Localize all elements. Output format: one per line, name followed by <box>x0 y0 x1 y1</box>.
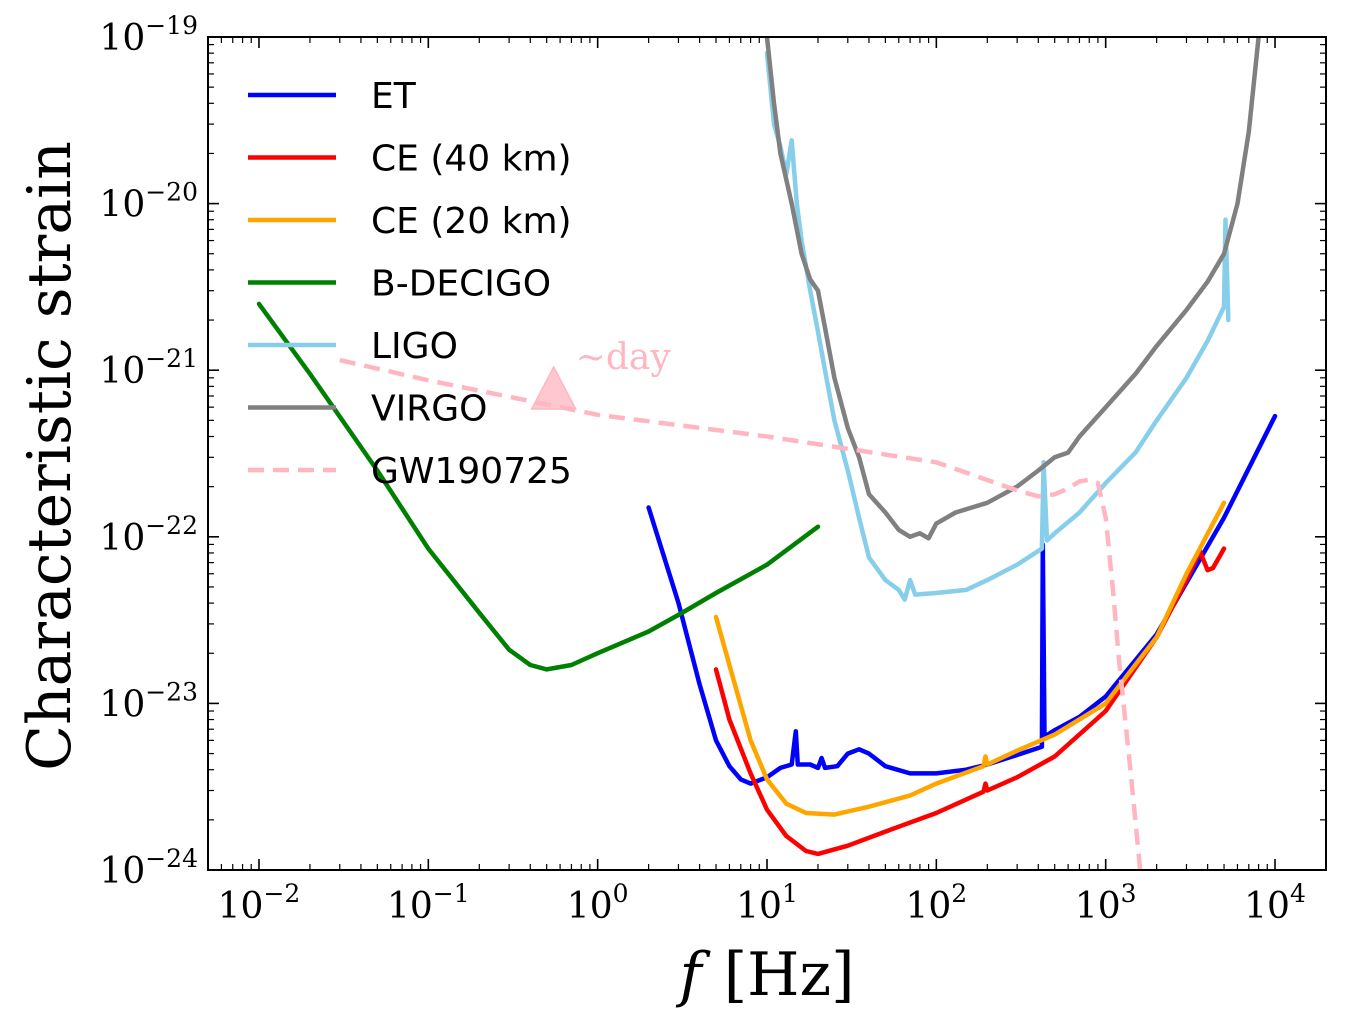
series-line-virgo <box>764 37 1261 541</box>
x-tick-label: 102 <box>905 879 967 927</box>
x-tick-label: 103 <box>1075 879 1137 927</box>
legend: ET CE (40 km) CE (20 km) B-DECIGO LIGO VIRGO G… <box>248 76 572 492</box>
x-tick-label: 101 <box>736 879 798 927</box>
legend-label: ET <box>371 76 417 117</box>
axis-labels: f [Hz] Characteristic strain <box>15 141 854 1010</box>
series-line-b-decigo <box>256 301 821 672</box>
annotation-label: ~day <box>576 337 672 378</box>
y-tick-label: 10−23 <box>99 677 198 725</box>
x-tick-label: 100 <box>567 879 629 927</box>
series-line-ligo <box>764 50 1231 602</box>
y-tick-label: 10−20 <box>99 178 198 226</box>
x-tick-label: 10−1 <box>387 879 470 927</box>
x-tick-label: 10−2 <box>218 879 301 927</box>
legend-label: CE (20 km) <box>371 201 572 242</box>
axis-ticks: 10−2 10−1 100 101 102 103 104 10−24 10−23 10−22 10… <box>99 11 1326 927</box>
legend-label: CE (40 km) <box>371 139 572 180</box>
x-tick-label: 104 <box>1244 879 1306 927</box>
series-line-ce-20-km <box>713 500 1227 817</box>
legend-label: LIGO <box>371 326 458 367</box>
plot-frame <box>207 36 1327 871</box>
y-axis-label: Characteristic strain <box>15 141 85 771</box>
y-tick-label: 10−21 <box>99 344 198 392</box>
x-axis-label: f [Hz] <box>676 940 855 1010</box>
legend-label: B-DECIGO <box>371 264 551 305</box>
y-tick-label: 10−22 <box>99 511 198 559</box>
series-layer <box>256 37 1278 870</box>
y-tick-label: 10−24 <box>99 844 198 892</box>
legend-label: VIRGO <box>371 389 488 430</box>
legend-label: GW190725 <box>371 451 572 492</box>
series-line-et <box>646 413 1278 786</box>
y-tick-label: 10−19 <box>99 11 198 59</box>
series-line-gw190725 <box>339 357 1143 870</box>
annotation-layer: ~day <box>530 337 672 410</box>
day-marker-triangle <box>530 365 577 410</box>
